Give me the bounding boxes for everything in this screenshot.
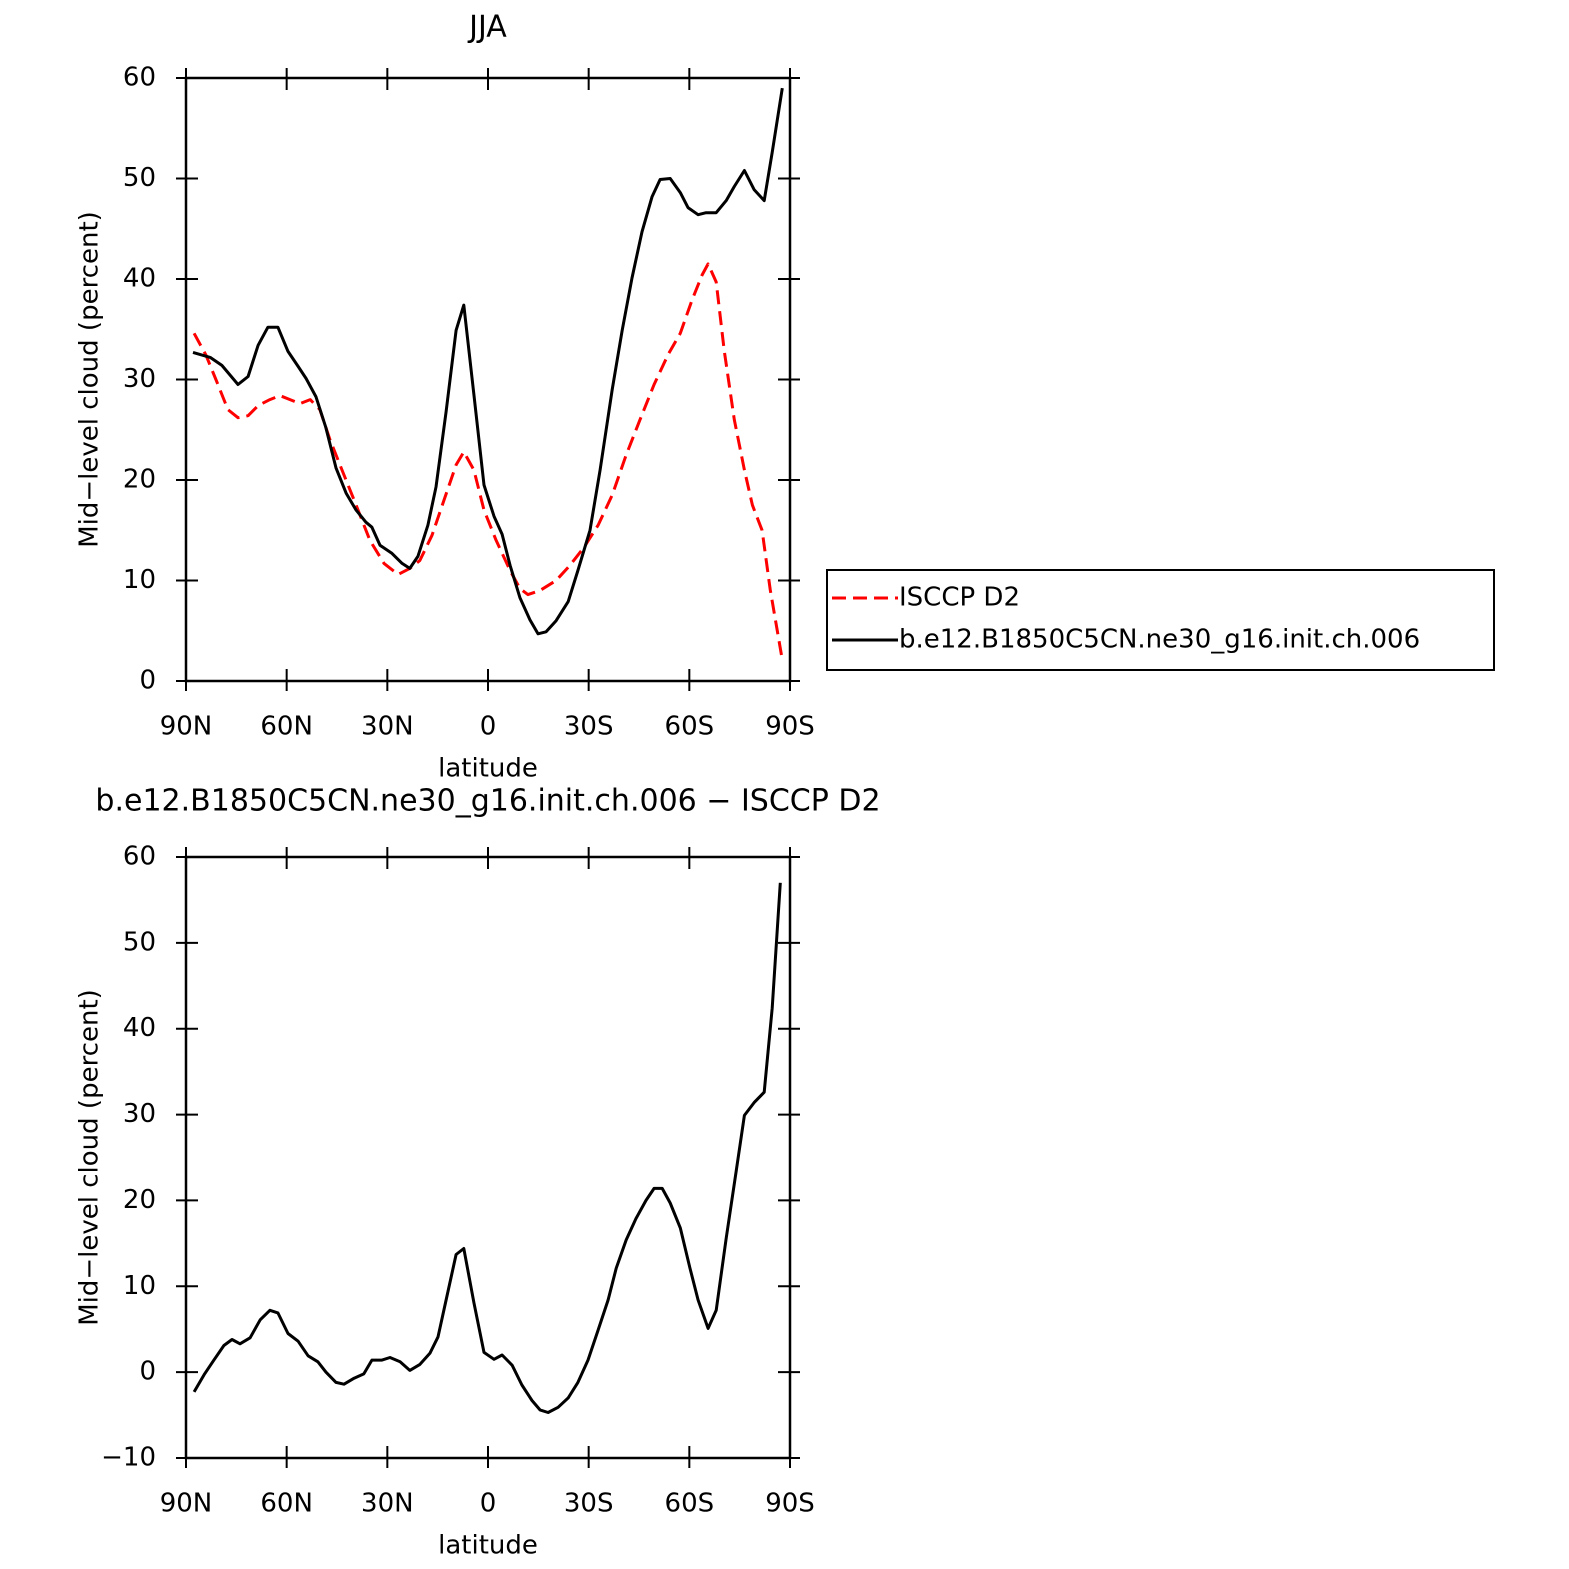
x-tick-label: 30S xyxy=(564,1489,614,1519)
x-tick-label: 30N xyxy=(361,712,414,742)
chart-title: b.e12.B1850C5CN.ne30_g16.init.ch.006 − I… xyxy=(95,784,880,819)
x-tick-label: 60N xyxy=(260,1489,313,1519)
x-tick-label: 90N xyxy=(160,1489,213,1519)
x-tick-label: 90S xyxy=(765,1489,815,1519)
x-tick-label: 0 xyxy=(480,1489,497,1519)
x-axis-label: latitude xyxy=(438,754,538,784)
y-tick-label: 0 xyxy=(139,666,156,696)
series-line xyxy=(192,262,784,661)
x-tick-label: 30N xyxy=(361,1489,414,1519)
x-tick-label: 90S xyxy=(765,712,815,742)
y-axis-label: Mid−level cloud (percent) xyxy=(75,989,105,1326)
y-tick-label: −10 xyxy=(101,1443,156,1473)
y-tick-label: 30 xyxy=(123,364,156,394)
y-tick-label: 60 xyxy=(123,842,156,872)
legend: ISCCP D2 b.e12.B1850C5CN.ne30_g16.init.ch… xyxy=(826,569,1495,671)
chart-title: JJA xyxy=(467,10,507,45)
series-line xyxy=(192,882,782,1414)
x-tick-label: 30S xyxy=(564,712,614,742)
series-line xyxy=(192,87,784,636)
x-tick-label: 60S xyxy=(665,712,715,742)
x-tick-label: 60S xyxy=(665,1489,715,1519)
y-tick-label: 20 xyxy=(123,465,156,495)
y-tick-label: 50 xyxy=(123,163,156,193)
y-tick-label: 50 xyxy=(123,927,156,957)
y-tick-label: 40 xyxy=(123,1013,156,1043)
y-tick-label: 0 xyxy=(139,1357,156,1387)
x-tick-label: 0 xyxy=(480,712,497,742)
x-tick-label: 90N xyxy=(160,712,213,742)
plot-frame xyxy=(184,855,792,1460)
y-tick-label: 20 xyxy=(123,1185,156,1215)
y-tick-label: 10 xyxy=(123,1271,156,1301)
legend-label: ISCCP D2 xyxy=(899,583,1020,613)
y-tick-label: 40 xyxy=(123,264,156,294)
y-tick-label: 10 xyxy=(123,565,156,595)
x-axis-label: latitude xyxy=(438,1531,538,1561)
y-tick-label: 60 xyxy=(123,63,156,93)
y-axis-label: Mid−level cloud (percent) xyxy=(75,211,105,548)
legend-box xyxy=(826,569,1495,671)
plot-frame xyxy=(184,76,792,683)
x-tick-label: 60N xyxy=(260,712,313,742)
y-tick-label: 30 xyxy=(123,1099,156,1129)
legend-label: b.e12.B1850C5CN.ne30_g16.init.ch.006 xyxy=(899,625,1420,655)
